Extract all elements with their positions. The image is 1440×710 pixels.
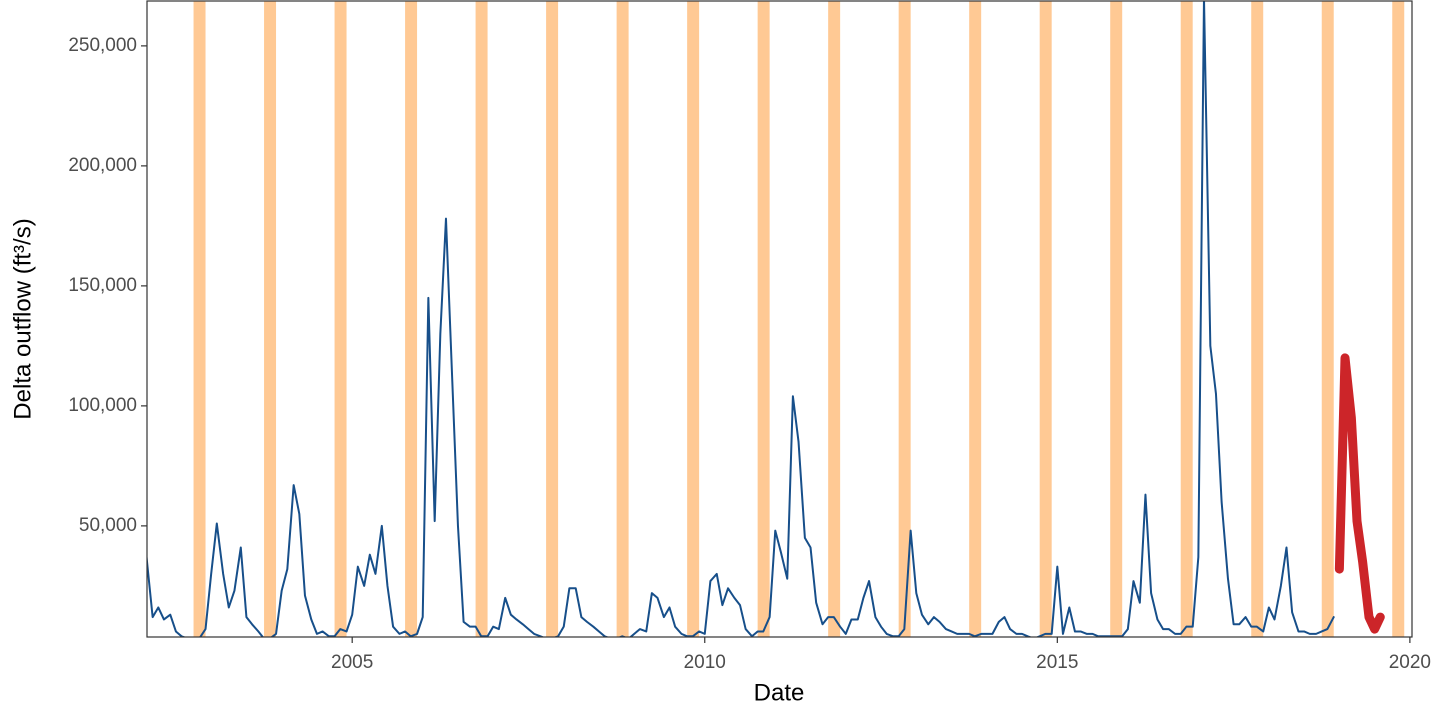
shaded-period	[616, 1, 629, 637]
shaded-period	[1321, 1, 1334, 637]
y-tick-label: 200,000	[68, 155, 137, 176]
plot-border	[146, 0, 1413, 638]
shaded-period	[687, 1, 700, 637]
shaded-period	[1251, 1, 1264, 637]
shaded-period	[334, 1, 347, 637]
x-tick-label: 2005	[331, 652, 373, 673]
y-axis-title: Delta outflow (ft³/s)	[9, 218, 36, 419]
shaded-period	[969, 1, 982, 637]
x-tick-label: 2015	[1036, 652, 1078, 673]
shading-layer	[193, 1, 1405, 637]
data-line	[147, 1, 1335, 637]
data-line	[1334, 353, 1385, 634]
x-axis-title: Date	[754, 679, 805, 706]
x-tick-label: 2010	[684, 652, 726, 673]
shaded-period	[405, 1, 418, 637]
line-layer	[147, 1, 1385, 637]
shaded-period	[757, 1, 770, 637]
x-tick-label: 2020	[1389, 652, 1431, 673]
shaded-period	[1180, 1, 1193, 637]
shaded-period	[898, 1, 911, 637]
shaded-period	[1039, 1, 1052, 637]
shaded-period	[1392, 1, 1405, 637]
shaded-period	[1110, 1, 1123, 637]
y-tick-label: 50,000	[79, 515, 137, 536]
shaded-period	[828, 1, 841, 637]
shaded-period	[264, 1, 277, 637]
y-tick-label: 150,000	[68, 275, 137, 296]
y-tick-label: 250,000	[68, 35, 137, 56]
shaded-period	[475, 1, 488, 637]
shaded-period	[193, 1, 206, 637]
shaded-period	[546, 1, 559, 637]
y-tick-label: 100,000	[68, 395, 137, 416]
